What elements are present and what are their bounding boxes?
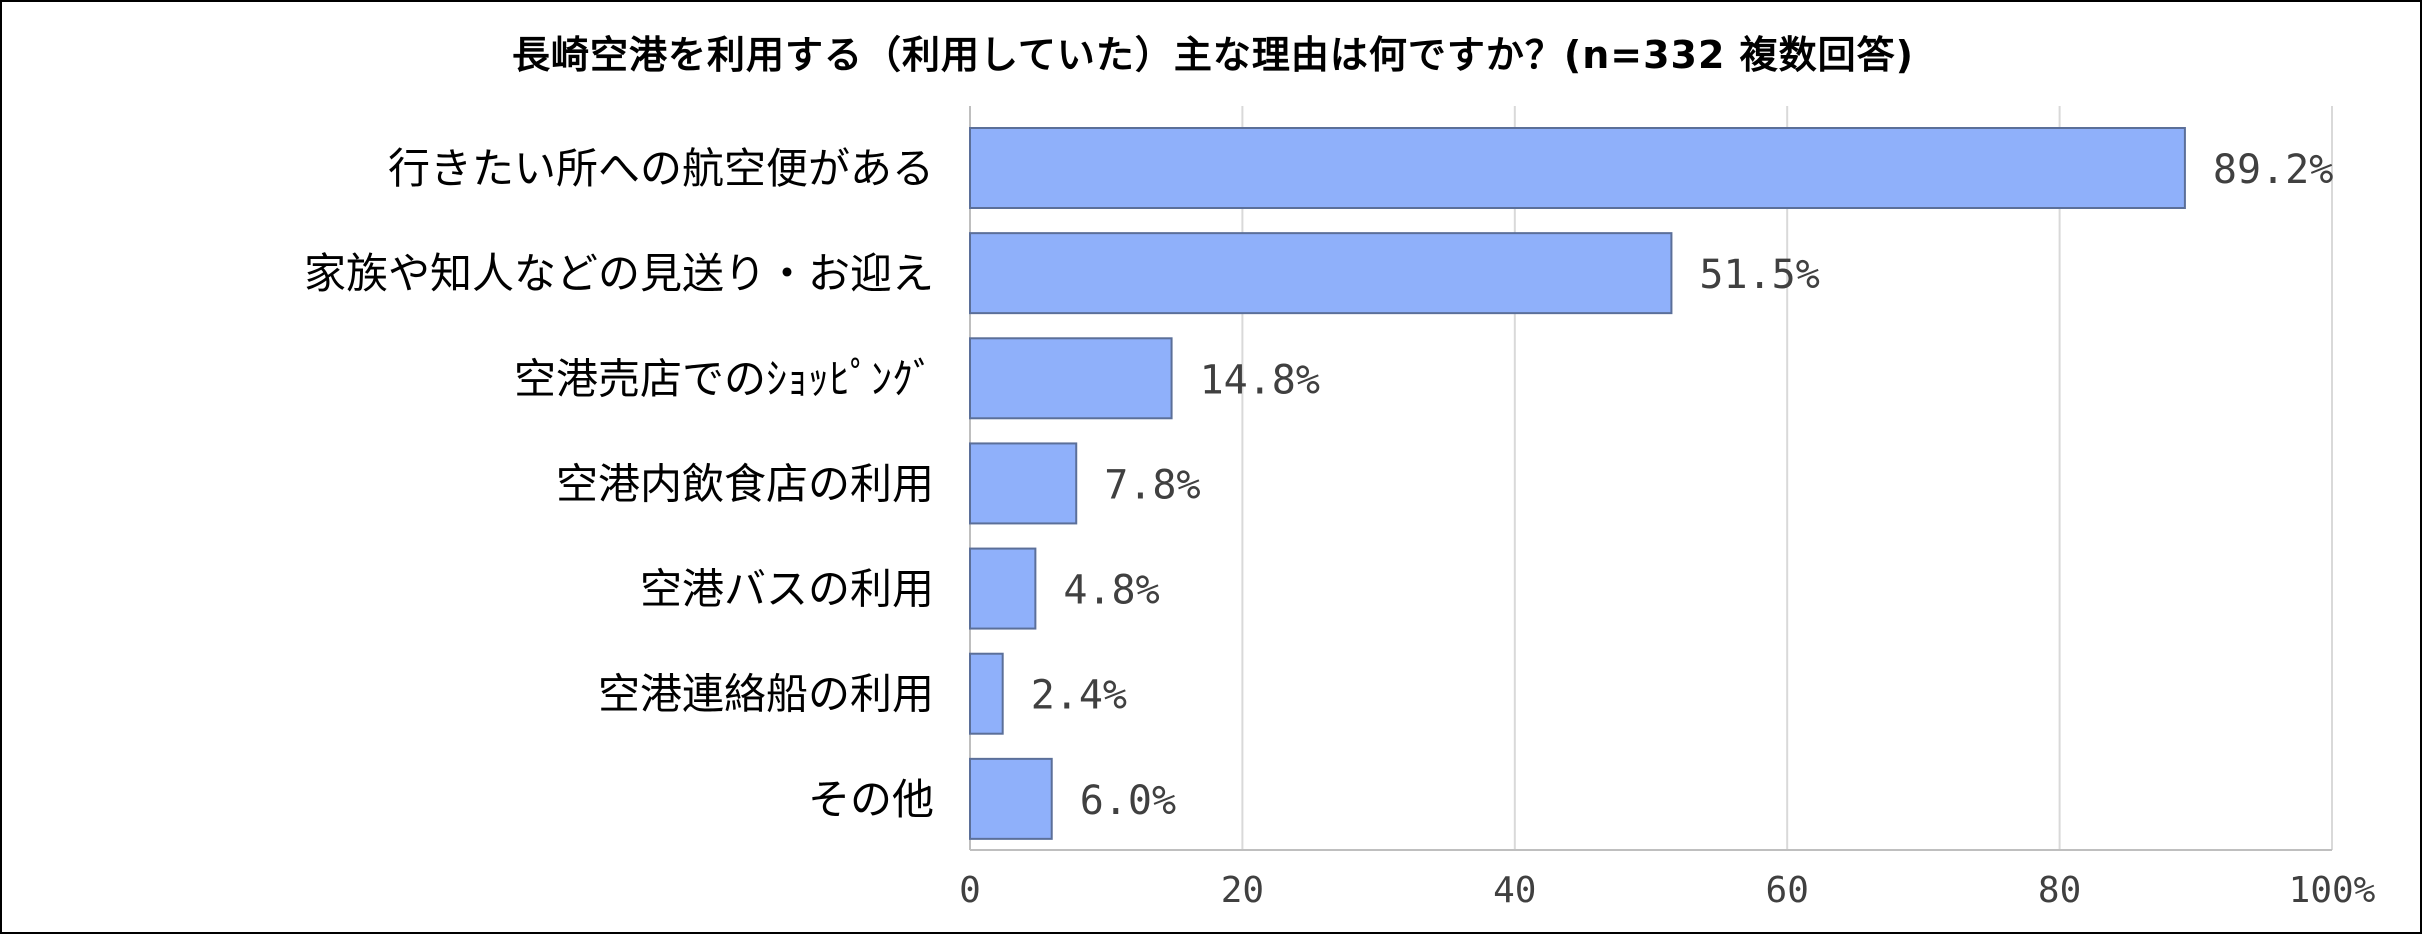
x-tick-label: 20 bbox=[1221, 870, 1264, 911]
category-label: 空港連絡船の利用 bbox=[598, 670, 934, 719]
bar bbox=[969, 547, 1037, 630]
category-label: 空港バスの利用 bbox=[640, 565, 934, 614]
x-tick-label: 0 bbox=[959, 870, 981, 911]
category-label: 空港内飲食店の利用 bbox=[556, 459, 934, 508]
bar bbox=[969, 232, 1673, 315]
bar bbox=[969, 757, 1053, 840]
x-tick-label: 100% bbox=[2289, 870, 2376, 911]
category-label: 空港売店でのｼｮｯﾋﾟﾝｸﾞ bbox=[514, 354, 934, 403]
labels: 行きたい所への航空便がある 89.2% 家族や知人などの見送り・お迎え 51.5% 空港… bbox=[304, 144, 2333, 824]
bar bbox=[969, 337, 1173, 420]
x-tick-label: 80 bbox=[2038, 870, 2081, 911]
x-tick-label: 60 bbox=[1766, 870, 1809, 911]
data-label: 89.2% bbox=[2213, 147, 2333, 193]
bar bbox=[969, 442, 1078, 525]
category-label: 行きたい所への航空便がある bbox=[388, 144, 934, 193]
category-label: 家族や知人などの見送り・お迎え bbox=[304, 249, 934, 298]
chart-title: 長崎空港を利用する（利用していた）主な理由は何ですか？(n=332 複数回答) bbox=[511, 33, 1915, 77]
data-label: 4.8% bbox=[1063, 568, 1159, 614]
data-label: 2.4% bbox=[1031, 673, 1127, 719]
category-label: その他 bbox=[808, 775, 934, 824]
data-label: 14.8% bbox=[1200, 357, 1320, 403]
bars bbox=[969, 127, 2186, 840]
axes: 0 20 40 60 80 100% bbox=[959, 849, 2376, 911]
gridlines bbox=[969, 106, 2333, 850]
data-label: 51.5% bbox=[1699, 252, 1819, 298]
bar bbox=[969, 652, 1004, 735]
x-tick-label: 40 bbox=[1493, 870, 1536, 911]
data-label: 7.8% bbox=[1104, 462, 1200, 508]
data-label: 6.0% bbox=[1080, 778, 1176, 824]
bar bbox=[969, 127, 2186, 209]
